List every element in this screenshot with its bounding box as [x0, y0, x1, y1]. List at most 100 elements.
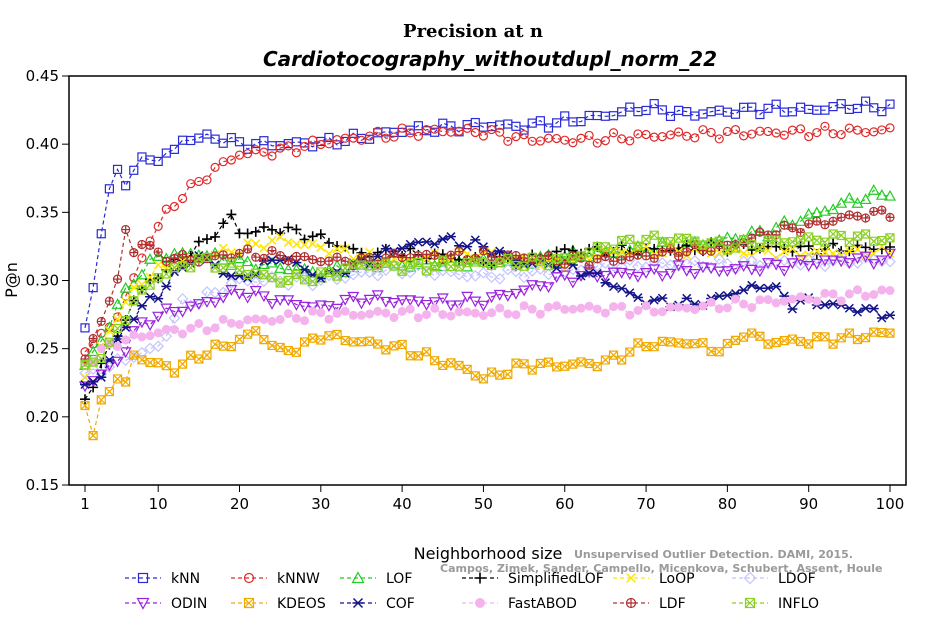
- legend-label: SimplifiedLOF: [508, 571, 604, 587]
- data-point: [560, 361, 570, 371]
- data-point: [470, 235, 481, 245]
- data-point: [861, 213, 871, 223]
- data-point: [275, 232, 285, 242]
- data-point: [616, 240, 627, 251]
- data-point: [355, 266, 368, 278]
- legend-label: LDF: [659, 596, 686, 612]
- data-point: [812, 296, 822, 306]
- data-point: [485, 292, 498, 304]
- data-point: [381, 345, 391, 355]
- data-point: [80, 372, 90, 382]
- legend-label: LDOF: [778, 571, 816, 587]
- data-point: [608, 350, 619, 360]
- data-point: [267, 340, 277, 351]
- data-point: [430, 356, 440, 366]
- data-point: [844, 328, 854, 338]
- data-point: [656, 271, 669, 283]
- data-point: [283, 222, 294, 233]
- data-point: [259, 335, 269, 345]
- data-point: [275, 342, 285, 353]
- data-point: [202, 350, 212, 360]
- data-point: [186, 255, 196, 265]
- data-point: [657, 293, 668, 303]
- data-point: [625, 572, 637, 584]
- data-point: [243, 572, 255, 584]
- data-point: [422, 310, 432, 320]
- x-tick-label: 70: [637, 495, 656, 513]
- x-tick-label: 50: [474, 495, 493, 513]
- data-point: [169, 262, 180, 273]
- data-point: [885, 99, 895, 109]
- data-point: [324, 256, 334, 266]
- data-point: [186, 323, 196, 333]
- data-point: [877, 107, 887, 117]
- data-point: [584, 301, 594, 311]
- legend-item-simplifiedlof: SimplifiedLOF: [462, 571, 604, 587]
- data-point: [324, 331, 334, 341]
- data-point: [649, 253, 659, 263]
- data-point: [763, 283, 774, 293]
- data-point: [347, 291, 360, 303]
- data-point: [153, 221, 163, 231]
- data-point: [210, 231, 221, 242]
- data-point: [576, 133, 586, 143]
- data-point: [689, 254, 701, 267]
- data-point: [674, 302, 684, 312]
- data-point: [129, 248, 139, 258]
- data-point: [617, 301, 627, 311]
- data-point: [722, 290, 733, 300]
- data-point: [543, 250, 554, 261]
- data-point: [474, 572, 486, 584]
- data-point: [364, 252, 375, 262]
- data-point: [430, 303, 440, 313]
- data-point: [869, 290, 879, 300]
- series-line: [84, 235, 891, 386]
- chart-subtitle: Cardiotocography_withoutdupl_norm_22: [263, 47, 717, 71]
- data-point: [609, 247, 619, 257]
- data-point: [836, 333, 846, 343]
- data-point: [633, 305, 643, 315]
- data-point: [852, 103, 863, 114]
- data-point: [412, 259, 425, 272]
- data-point: [623, 269, 636, 281]
- data-point: [267, 235, 277, 245]
- legend: kNN kNNW LOF SimplifiedLOF LoOP LDOF ODIN KDEOS…: [125, 571, 819, 612]
- data-point: [592, 268, 603, 278]
- x-tick-label: 1: [80, 495, 90, 513]
- data-point: [599, 270, 612, 282]
- data-point: [283, 237, 293, 247]
- data-point: [511, 358, 521, 368]
- data-point: [885, 310, 895, 320]
- data-point: [852, 231, 863, 241]
- data-point: [551, 263, 562, 273]
- data-point: [226, 318, 236, 328]
- data-point: [755, 331, 765, 341]
- data-point: [607, 267, 620, 279]
- data-point: [257, 291, 270, 303]
- x-tick-label: 100: [876, 495, 905, 513]
- data-point: [688, 268, 701, 280]
- data-point: [332, 252, 342, 262]
- data-point: [665, 111, 676, 121]
- data-point: [316, 335, 326, 345]
- data-point: [258, 222, 269, 233]
- data-point: [851, 253, 864, 265]
- data-point: [885, 286, 895, 296]
- data-point: [308, 254, 318, 265]
- data-point: [875, 188, 888, 200]
- data-point: [616, 283, 627, 294]
- data-point: [730, 124, 741, 135]
- data-point: [747, 328, 757, 338]
- data-point: [487, 308, 497, 318]
- data-point: [299, 141, 310, 152]
- legend-item-inflo: INFLO: [732, 596, 819, 612]
- data-point: [608, 128, 619, 138]
- data-point: [584, 260, 594, 270]
- data-point: [129, 282, 139, 292]
- data-point: [804, 294, 814, 304]
- legend-label: FastABOD: [508, 596, 577, 612]
- data-point: [144, 320, 157, 332]
- data-point: [552, 301, 562, 311]
- data-point: [779, 130, 789, 140]
- data-point: [599, 257, 612, 270]
